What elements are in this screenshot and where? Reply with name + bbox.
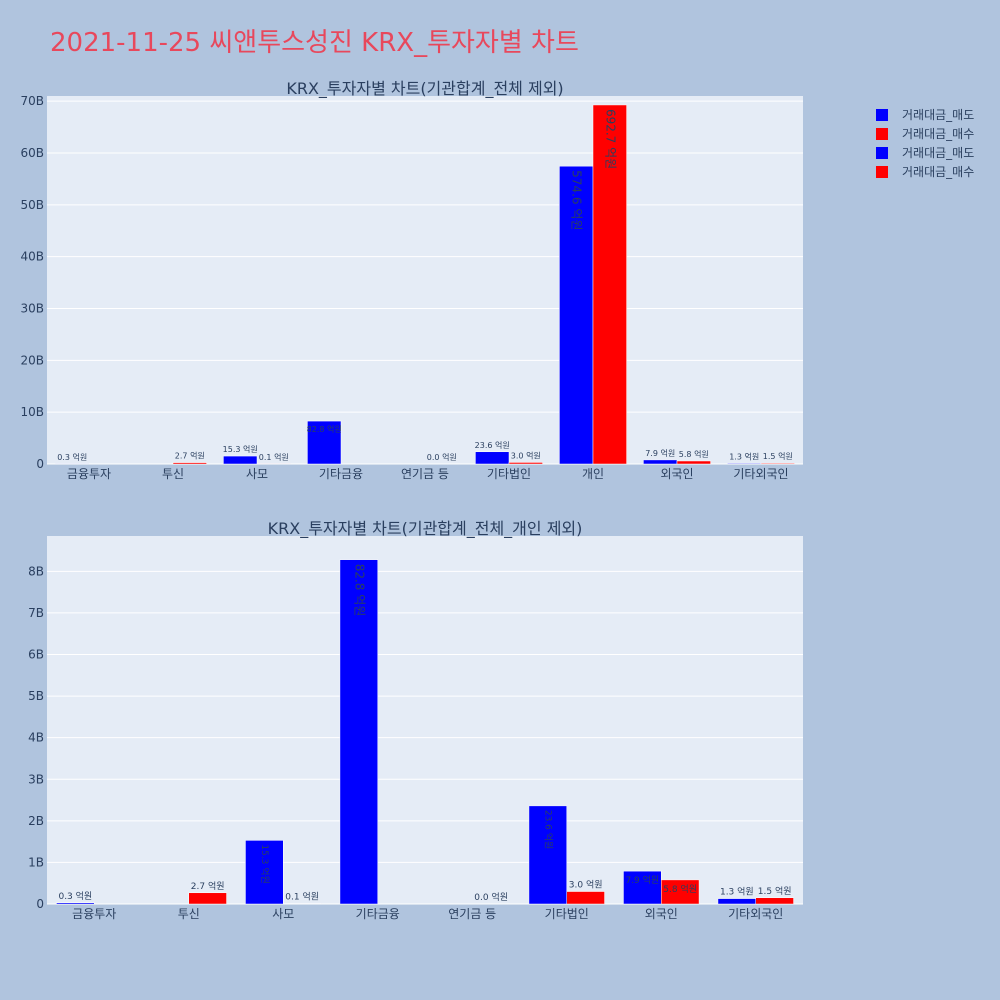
data-label: 2.7 억원 [191, 880, 225, 892]
legend-swatch [876, 147, 888, 159]
data-label: 5.8 억원 [663, 883, 697, 895]
y-tick-label: 0 [36, 897, 44, 911]
y-tick-label: 5B [28, 689, 44, 703]
bar [592, 104, 627, 465]
data-label: 0.3 억원 [57, 452, 87, 462]
data-label: 82.8 억원 [352, 564, 366, 617]
page-title: 2021-11-25 씨앤투스성진 KRX_투자자별 차트 [50, 28, 579, 58]
x-tick-label: 연기금 등 [401, 467, 449, 481]
legend-swatch [876, 166, 888, 178]
data-label: 3.0 억원 [569, 879, 603, 891]
y-tick-label: 50B [20, 198, 44, 212]
data-label: 0.1 억원 [259, 452, 289, 462]
data-label: 1.3 억원 [720, 886, 754, 898]
chart-bottom: 0 1B 2B 3B 4B 5B 6B 7B 8B KRX_투자자별 차트(기관합계_전체_개인 … [28, 519, 803, 921]
bar [661, 879, 700, 905]
data-label: 1.5 억원 [758, 885, 792, 897]
x-tick-label: 기타법인 [487, 467, 531, 481]
bar [307, 420, 342, 465]
bar [245, 840, 284, 905]
bar [717, 898, 757, 905]
data-label: 5.8 억원 [679, 449, 709, 459]
x-tick-label: 기타외국인 [728, 907, 783, 921]
x-tick-label: 사모 [246, 467, 268, 481]
bar [566, 891, 605, 905]
legend-label: 거래대금_매도 [902, 146, 974, 160]
data-label: 574.6 억원 [570, 170, 584, 230]
bar [223, 455, 258, 465]
bar [528, 805, 568, 905]
x-tick-label: 투신 [162, 467, 184, 481]
bar [188, 892, 227, 905]
data-label: 23.6 억원 [475, 440, 510, 450]
legend-swatch [876, 128, 888, 140]
y-tick-label: 7B [28, 606, 44, 620]
data-label: 82.8 억원 [307, 424, 342, 434]
y-tick-label: 70B [20, 94, 44, 108]
data-label: 2.7 억원 [175, 451, 205, 461]
y-tick-label: 30B [20, 302, 44, 316]
data-label: 7.9 억원 [645, 448, 675, 458]
y-tick-label: 1B [28, 855, 44, 869]
x-tick-label: 기타법인 [545, 907, 589, 921]
y-tick-label: 0 [36, 457, 44, 471]
data-label: 0.0 억원 [474, 891, 508, 903]
x-tick-label: 사모 [272, 907, 294, 921]
data-label: 0.0 억원 [427, 452, 457, 462]
x-tick-label: 금융투자 [72, 907, 116, 921]
data-label: 1.5 억원 [763, 451, 793, 461]
data-label: 3.0 억원 [511, 450, 541, 460]
x-tick-label: 외국인 [645, 907, 678, 921]
data-label: 7.9 억원 [625, 874, 659, 886]
y-tick-label: 60B [20, 146, 44, 160]
data-label: 0.1 억원 [285, 891, 319, 903]
x-tick-label: 금융투자 [67, 467, 111, 481]
chart-title: KRX_투자자별 차트(기관합계_전체_개인 제외) [268, 519, 583, 539]
x-tick-label: 기타금융 [319, 467, 363, 481]
y-tick-label: 40B [20, 250, 44, 264]
y-tick-label: 6B [28, 648, 44, 662]
bar [760, 462, 795, 465]
bar [475, 451, 510, 465]
bar [755, 897, 794, 905]
x-tick-label: 투신 [178, 907, 200, 921]
bar [339, 559, 379, 905]
bar [508, 462, 543, 465]
bar [172, 462, 207, 465]
data-label: 15.3 억원 [223, 444, 258, 454]
chart-title: KRX_투자자별 차트(기관합계_전체 제외) [286, 79, 563, 99]
chart-top: 0 10B 20B 30B 40B 50B 60B 70B KRX_투자자별 차트(기관합계_전… [20, 79, 803, 481]
data-label: 692.7 억원 [603, 109, 617, 169]
plot-area [47, 536, 803, 904]
bar [643, 459, 678, 465]
y-tick-label: 20B [20, 353, 44, 367]
legend-label: 거래대금_매수 [902, 165, 974, 179]
data-label: 1.3 억원 [729, 451, 759, 461]
y-tick-label: 3B [28, 772, 44, 786]
y-tick-label: 4B [28, 731, 44, 745]
bar [676, 460, 711, 465]
y-tick-label: 8B [28, 564, 44, 578]
x-tick-label: 외국인 [660, 467, 693, 481]
y-tick-label: 10B [20, 405, 44, 419]
y-tick-label: 2B [28, 814, 44, 828]
legend-label: 거래대금_매수 [902, 127, 974, 141]
data-label: 23.6 억원 [542, 810, 554, 849]
x-tick-label: 기타금융 [356, 907, 400, 921]
legend-swatch [876, 109, 888, 121]
x-tick-label: 연기금 등 [448, 907, 496, 921]
data-label: 0.3 억원 [58, 890, 92, 902]
bar [727, 463, 762, 465]
bar [559, 165, 594, 465]
legend-label: 거래대금_매도 [902, 108, 974, 122]
data-label: 15.3 억원 [259, 844, 271, 883]
bar [56, 902, 95, 905]
x-tick-label: 개인 [582, 467, 604, 481]
plot-area [47, 96, 803, 464]
x-tick-label: 기타외국인 [733, 467, 788, 481]
